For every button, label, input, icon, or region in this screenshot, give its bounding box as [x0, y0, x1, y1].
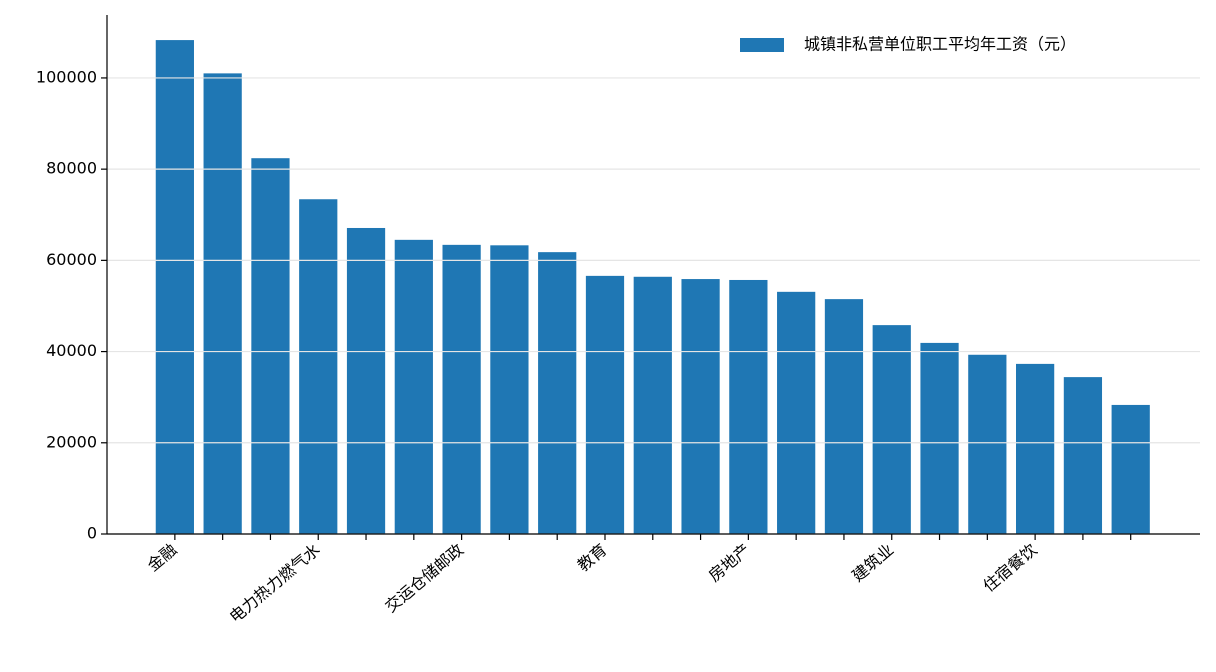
- x-tick-label: 教育: [574, 540, 611, 575]
- bar: [681, 279, 720, 534]
- y-tick-label: 60000: [46, 250, 97, 269]
- bar: [538, 252, 577, 534]
- bar: [155, 40, 194, 534]
- bar: [490, 245, 529, 534]
- legend-swatch: [740, 38, 784, 52]
- bar: [251, 158, 290, 535]
- bar: [1111, 404, 1150, 534]
- x-tick-label: 电力热力燃气水: [226, 540, 324, 627]
- y-tick-label: 20000: [46, 432, 97, 451]
- bar: [1016, 363, 1055, 534]
- bar: [920, 342, 959, 534]
- bar: [394, 239, 433, 535]
- y-tick-label: 100000: [36, 67, 97, 86]
- y-tick-label: 80000: [46, 159, 97, 178]
- x-tick-label: 交运仓储邮政: [381, 540, 467, 616]
- bar: [1063, 377, 1103, 534]
- bar: [729, 279, 768, 534]
- x-tick-label: 房地产: [705, 540, 754, 585]
- x-tick-label: 金融: [144, 540, 181, 575]
- x-tick-label: 住宿餐饮: [979, 540, 1040, 596]
- bar: [346, 227, 386, 534]
- bar: [299, 199, 338, 534]
- y-tick-label: 0: [87, 524, 97, 543]
- bar: [777, 291, 816, 534]
- bar: [968, 354, 1007, 534]
- x-tick-label: 建筑业: [848, 540, 897, 585]
- bar: [824, 299, 864, 534]
- bar: [872, 325, 911, 534]
- bar: [442, 244, 481, 534]
- bar: [633, 276, 672, 534]
- bar: [203, 73, 242, 534]
- legend-label: 城镇非私营单位职工平均年工资（元）: [804, 35, 1076, 54]
- bar: [585, 275, 625, 534]
- y-tick-label: 40000: [46, 341, 97, 360]
